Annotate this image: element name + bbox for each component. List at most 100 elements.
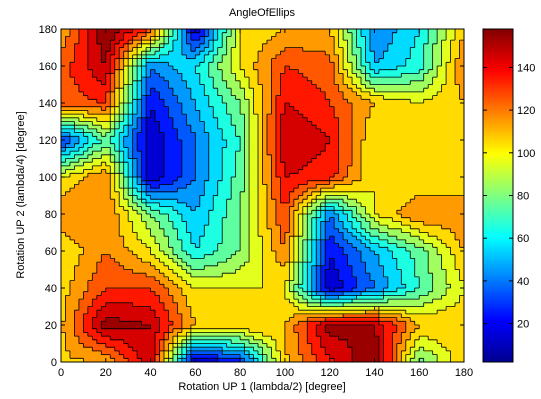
contour-cell (69, 162, 76, 167)
contour-cell (307, 265, 313, 271)
contour-cell (369, 358, 376, 362)
contour-cell (441, 232, 447, 237)
contour-cell (208, 288, 214, 293)
contour-cell (168, 188, 174, 193)
contour-cell (155, 243, 161, 248)
contour-cell (356, 191, 362, 197)
contour-cell (163, 358, 170, 362)
contour-cell (325, 214, 331, 219)
contour-cell (419, 225, 425, 230)
contour-cell (195, 332, 201, 337)
contour-cell (459, 343, 464, 348)
contour-cell (83, 221, 89, 226)
contour-cell (284, 302, 290, 308)
contour-cell (181, 310, 187, 315)
contour-cell (428, 313, 434, 319)
contour-cell (65, 188, 71, 193)
contour-cell (266, 165, 273, 171)
contour-cell (199, 291, 205, 296)
contour-cell (226, 336, 232, 341)
contour-cell (455, 332, 461, 337)
contour-cell (235, 317, 241, 322)
contour-cell (61, 180, 67, 185)
contour-cell (369, 214, 376, 219)
contour-cell (441, 317, 447, 322)
contour-cell (262, 347, 268, 352)
contour-cell (168, 321, 174, 326)
contour-cell (186, 343, 192, 348)
contour-cell (213, 191, 219, 197)
contour-cell (163, 302, 170, 308)
contour-cell (87, 358, 93, 362)
contour-cell (446, 321, 452, 326)
contour-cell (168, 195, 174, 200)
contour-cell (190, 165, 196, 171)
contour-cell (235, 221, 241, 226)
contour-cell (437, 328, 443, 333)
contour-cell (213, 299, 219, 304)
contour-cell (150, 325, 156, 330)
contour-cell (325, 247, 331, 252)
contour-cell (249, 191, 255, 197)
contour-cell (378, 214, 384, 219)
contour-cell (92, 258, 98, 263)
contour-cell (343, 251, 349, 256)
contour-cell (338, 258, 344, 263)
contour-cell (302, 195, 308, 200)
contour-cell (325, 347, 331, 352)
contour-cell (155, 291, 161, 296)
contour-cell (83, 280, 89, 285)
contour-cell (316, 343, 322, 348)
contour-cell (446, 295, 452, 300)
contour-cell (428, 228, 434, 234)
contour-cell (150, 225, 156, 230)
contour-cell (365, 280, 371, 285)
contour-cell (181, 273, 187, 278)
contour-cell (396, 317, 402, 322)
contour-cell (128, 199, 134, 204)
contour-cell (280, 232, 286, 237)
contour-cell (141, 162, 147, 167)
contour-cell (181, 191, 187, 197)
contour-cell (235, 236, 241, 241)
contour-cell (455, 232, 461, 237)
contour-cell (302, 273, 308, 278)
contour-cell (378, 306, 384, 311)
contour-cell (405, 321, 411, 326)
contour-cell (74, 339, 80, 345)
contour-cell (338, 251, 344, 256)
contour-cell (119, 358, 125, 362)
contour-cell (329, 243, 335, 248)
contour-cell (222, 158, 228, 163)
contour-cell (177, 269, 183, 274)
contour-cell (266, 221, 273, 226)
contour-cell (96, 225, 102, 230)
contour-cell (78, 169, 84, 174)
contour-cell (222, 332, 228, 337)
contour-cell (217, 251, 223, 256)
contour-cell (338, 280, 344, 285)
contour-cell (177, 243, 183, 248)
contour-cell (405, 236, 411, 241)
contour-cell (329, 325, 335, 330)
contour-cell (146, 158, 152, 163)
contour-cell (450, 328, 456, 333)
contour-cell (356, 232, 362, 237)
contour-cell (383, 339, 389, 345)
contour-cell (387, 173, 393, 178)
contour-cell (65, 206, 71, 211)
contour-cell (181, 332, 187, 337)
contour-cell (334, 302, 340, 308)
contour-cell (356, 228, 362, 234)
contour-cell (446, 236, 452, 241)
contour-cell (101, 328, 107, 333)
contour-cell (459, 214, 464, 219)
contour-cell (213, 295, 219, 300)
contour-cell (137, 269, 143, 274)
contour-cell (137, 169, 143, 174)
contour-cell (293, 188, 299, 193)
contour-cell (105, 354, 111, 359)
contour-cell (226, 325, 232, 330)
contour-cell (302, 165, 308, 171)
contour-cell (405, 177, 411, 182)
